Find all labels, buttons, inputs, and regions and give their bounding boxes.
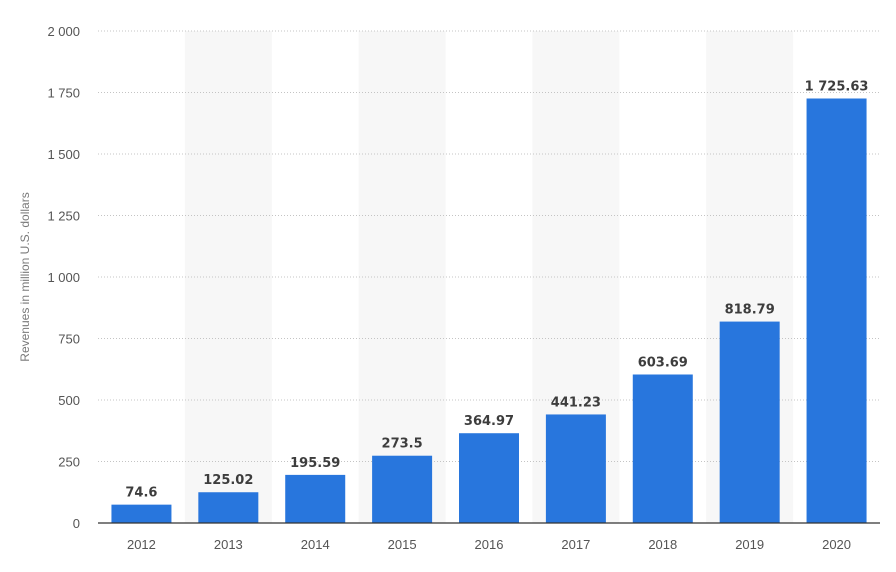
x-axis-ticks: 2012 2013 2014 2015 2016 2017 2018 2019 2020	[127, 537, 851, 552]
x-tick-label-2019: 2019	[735, 537, 764, 552]
bar-2019	[719, 321, 780, 523]
bar-2017	[545, 414, 606, 523]
y-tick-label: 500	[58, 393, 80, 408]
bar-2014	[285, 474, 346, 523]
value-label-2019: 818.79	[725, 303, 775, 318]
value-label-2018: 603.69	[638, 355, 688, 370]
value-labels: 74.6 125.02 195.59 273.5 364.97 441.23 603.69 8…	[125, 79, 868, 500]
bar-2018	[632, 374, 693, 523]
bar-2020	[806, 98, 867, 523]
x-tick-label-2016: 2016	[475, 537, 504, 552]
value-label-2014: 195.59	[290, 456, 340, 471]
bars	[111, 98, 867, 523]
value-label-2012: 74.6	[125, 486, 157, 501]
y-tick-label: 1 250	[47, 209, 80, 224]
x-tick-label-2012: 2012	[127, 537, 156, 552]
y-tick-label: 1 750	[47, 86, 80, 101]
y-tick-label: 1 000	[47, 270, 80, 285]
x-tick-label-2018: 2018	[648, 537, 677, 552]
y-tick-label: 250	[58, 455, 80, 470]
y-tick-label: 2 000	[47, 24, 80, 39]
value-label-2013: 125.02	[203, 473, 253, 488]
value-label-2020: 1 725.63	[805, 79, 869, 94]
x-tick-label-2015: 2015	[388, 537, 417, 552]
y-axis-title: Revenues in million U.S. dollars	[18, 192, 32, 361]
x-tick-label-2013: 2013	[214, 537, 243, 552]
bar-2016	[459, 433, 519, 523]
x-tick-label-2014: 2014	[301, 537, 330, 552]
bar-2013	[198, 492, 259, 523]
value-label-2017: 441.23	[551, 395, 601, 410]
y-tick-label: 0	[73, 516, 80, 531]
x-tick-label-2020: 2020	[822, 537, 851, 552]
bar-2012	[111, 504, 172, 523]
x-tick-label-2017: 2017	[561, 537, 590, 552]
bar-2015	[372, 455, 433, 523]
value-label-2015: 273.5	[382, 437, 423, 452]
y-axis-ticks: 0 250 500 750 1 000 1 250 1 500 1 750 2 000	[47, 24, 80, 531]
y-tick-label: 750	[58, 332, 80, 347]
y-tick-label: 1 500	[47, 147, 80, 162]
value-label-2016: 364.97	[464, 414, 514, 429]
